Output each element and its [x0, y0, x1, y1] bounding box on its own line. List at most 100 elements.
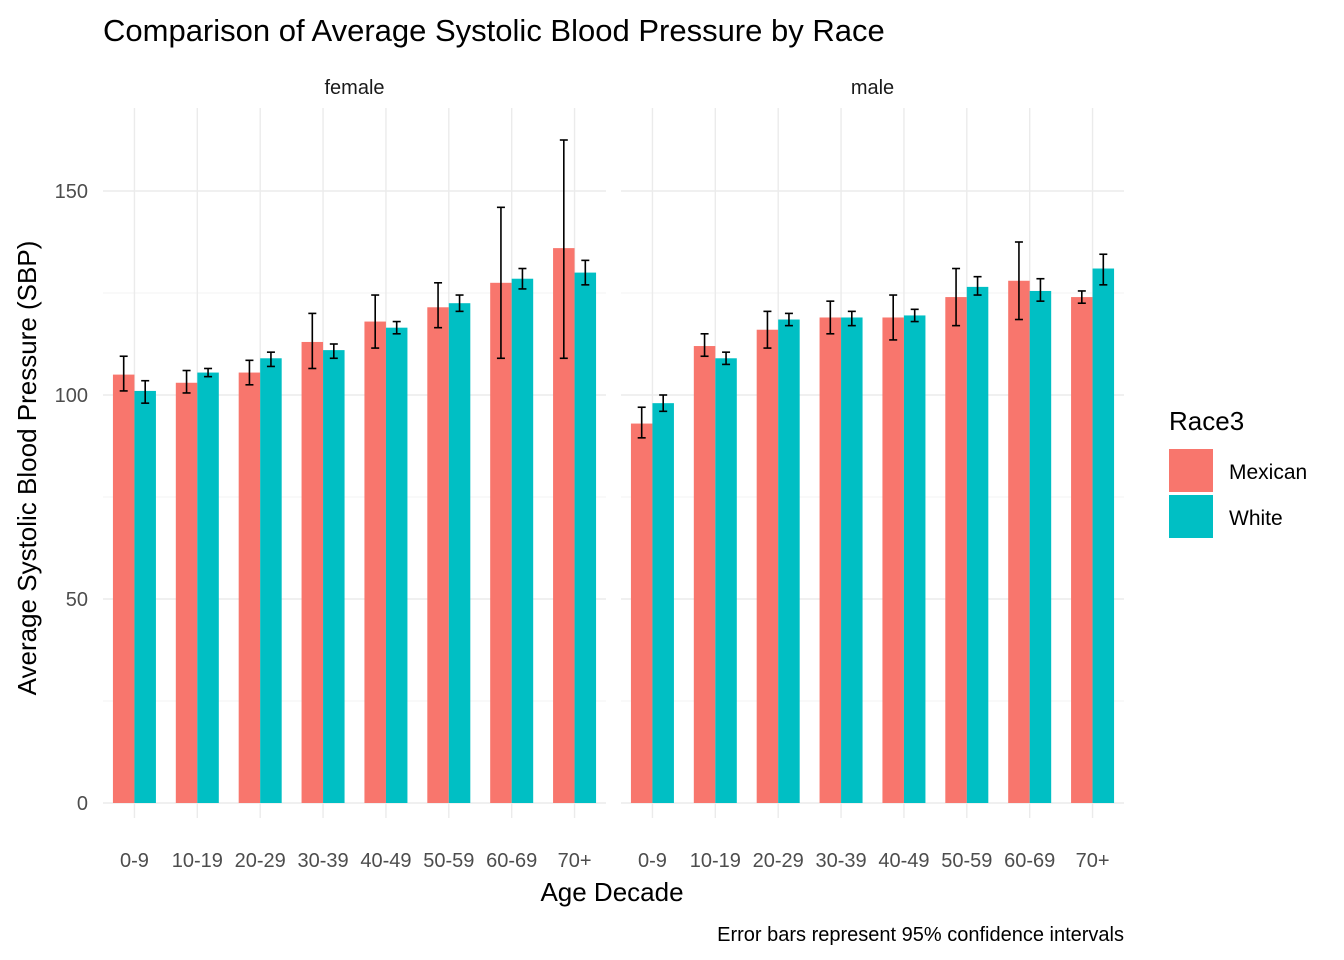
error-bar-male-white-10-19 [722, 351, 731, 366]
y-tick-label: 100 [55, 385, 88, 407]
error-bar-male-mexican-60-69 [1014, 241, 1023, 321]
error-bar-male-mexican-20-29 [763, 310, 772, 349]
bar-female-mexican-50-59 [427, 307, 449, 803]
x-tick-label: 20-29 [235, 850, 286, 872]
legend-label-white: White [1229, 507, 1283, 530]
bar-female-mexican-40-49 [364, 321, 386, 803]
error-bar-female-mexican-60-69 [496, 206, 505, 360]
bar-female-white-30-39 [323, 350, 345, 803]
error-bar-male-white-40-49 [910, 308, 919, 323]
error-bar-female-mexican-20-29 [245, 359, 254, 386]
x-tick-label: 70+ [1076, 850, 1110, 872]
facet-strip-label: male [851, 77, 894, 99]
bar-male-mexican-50-59 [945, 297, 967, 803]
x-axis-label: Age Decade [540, 877, 683, 907]
error-bar-male-mexican-30-39 [826, 300, 835, 335]
facet-panels: female 0-9 10-19 20-29 30-39 40-49 50-59 60-69 7… [103, 77, 1124, 872]
x-tick-label: 30-39 [297, 850, 348, 872]
x-tick-label: 50-59 [423, 850, 474, 872]
bar-male-white-20-29 [778, 319, 800, 803]
legend-swatch-mexican [1169, 449, 1213, 492]
error-bar-male-white-50-59 [973, 275, 982, 296]
y-tick-label: 50 [66, 589, 88, 611]
error-bar-male-mexican-50-59 [952, 267, 961, 327]
bar-female-white-70+ [574, 272, 597, 804]
bar-female-white-60-69 [511, 278, 534, 804]
error-bar-male-white-60-69 [1036, 277, 1045, 302]
x-tick-label: 60-69 [1004, 850, 1055, 872]
legend-swatch-white [1169, 495, 1213, 538]
error-bar-female-white-50-59 [455, 294, 464, 313]
bar-female-mexican-10-19 [175, 382, 198, 803]
error-bar-female-mexican-40-49 [371, 294, 380, 349]
error-bar-female-white-70+ [581, 259, 590, 286]
legend-title: Race3 [1169, 406, 1244, 436]
y-tick-label: 150 [55, 181, 88, 203]
error-bar-female-mexican-10-19 [182, 369, 191, 394]
facet-strip-label: female [324, 77, 384, 99]
error-bar-female-white-60-69 [518, 267, 527, 290]
error-bar-male-mexican-10-19 [700, 332, 709, 358]
error-bar-female-white-30-39 [329, 343, 338, 360]
error-bar-female-mexican-70+ [559, 139, 568, 360]
error-bar-female-mexican-50-59 [434, 281, 443, 329]
bar-male-white-10-19 [715, 358, 737, 803]
error-bar-male-white-70+ [1099, 253, 1108, 286]
x-tick-label: 0-9 [120, 850, 149, 872]
x-tick-label: 10-19 [690, 850, 741, 872]
error-bar-female-mexican-0-9 [119, 355, 128, 392]
chart-title: Comparison of Average Systolic Blood Pre… [103, 13, 885, 48]
bar-female-white-50-59 [448, 303, 471, 803]
facet-panel-male: male 0-9 10-19 20-29 30-39 40-49 50-59 60-69 70+ [621, 77, 1124, 872]
bar-female-white-20-29 [260, 358, 282, 803]
bar-female-white-10-19 [197, 372, 219, 803]
x-tick-label: 50-59 [941, 850, 992, 872]
bar-female-mexican-70+ [553, 248, 575, 803]
x-tick-label: 40-49 [360, 850, 411, 872]
error-bar-male-white-20-29 [784, 312, 793, 327]
bar-male-white-60-69 [1029, 290, 1052, 804]
error-bar-male-white-30-39 [847, 310, 856, 327]
x-tick-label: 60-69 [486, 850, 537, 872]
bar-male-white-30-39 [841, 317, 863, 803]
error-bar-female-white-20-29 [266, 351, 275, 368]
bar-female-mexican-20-29 [238, 372, 261, 803]
x-tick-label: 70+ [558, 850, 592, 872]
error-bar-female-white-10-19 [204, 367, 213, 378]
y-tick-label: 0 [77, 793, 88, 815]
bar-male-mexican-60-69 [1008, 280, 1030, 803]
legend: Race3 Mexican White [1169, 406, 1307, 538]
bar-male-mexican-70+ [1071, 297, 1093, 803]
error-bar-female-white-0-9 [141, 379, 150, 404]
bar-male-mexican-20-29 [756, 329, 779, 803]
bar-male-white-40-49 [903, 315, 926, 803]
x-tick-label: 20-29 [753, 850, 804, 872]
x-tick-label: 40-49 [878, 850, 929, 872]
y-axis-ticks: 0 50 100 150 [55, 181, 88, 815]
bar-male-mexican-30-39 [819, 317, 842, 803]
facet-panel-female: female 0-9 10-19 20-29 30-39 40-49 50-59 60-69 7… [103, 77, 606, 872]
x-tick-label: 0-9 [638, 850, 667, 872]
error-bar-male-mexican-40-49 [889, 294, 898, 341]
y-axis-label: Average Systolic Blood Pressure (SBP) [12, 241, 42, 696]
x-tick-label: 30-39 [815, 850, 866, 872]
bar-male-white-50-59 [966, 286, 989, 803]
bar-female-mexican-30-39 [301, 341, 324, 803]
bar-male-mexican-0-9 [630, 423, 653, 803]
bar-male-mexican-40-49 [882, 317, 904, 803]
bar-male-white-70+ [1092, 268, 1115, 803]
chart-caption: Error bars represent 95% confidence inte… [717, 924, 1124, 946]
error-bar-male-mexican-0-9 [637, 406, 646, 439]
error-bar-female-mexican-30-39 [308, 312, 317, 370]
error-bar-male-white-0-9 [659, 394, 668, 413]
error-bar-female-white-40-49 [392, 320, 401, 335]
bar-female-white-0-9 [134, 390, 156, 803]
bar-male-white-0-9 [652, 403, 674, 803]
x-tick-label: 10-19 [172, 850, 223, 872]
bar-female-white-40-49 [385, 327, 408, 803]
bar-female-mexican-60-69 [490, 282, 512, 803]
bar-male-mexican-10-19 [693, 346, 716, 803]
error-bar-male-mexican-70+ [1077, 290, 1086, 305]
bar-female-mexican-0-9 [112, 374, 135, 803]
